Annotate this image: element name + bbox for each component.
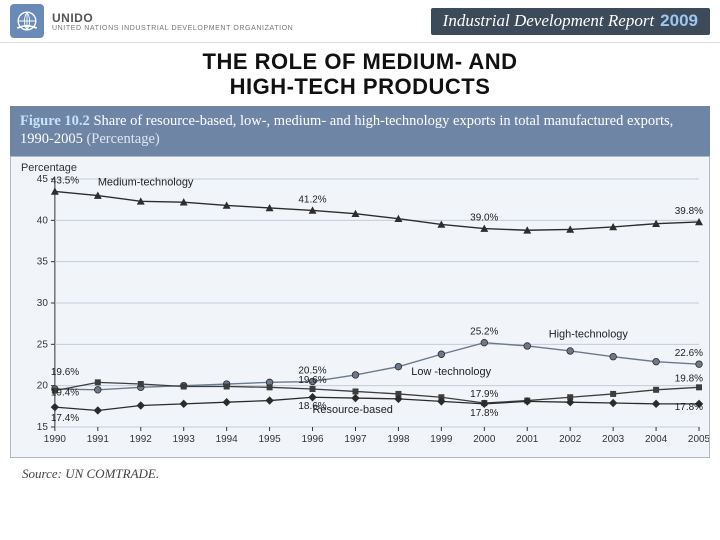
x-tick-label: 1998 bbox=[387, 434, 410, 445]
series-label: High-technology bbox=[549, 329, 629, 341]
logo-subtitle: UNITED NATIONS INDUSTRIAL DEVELOPMENT OR… bbox=[52, 25, 293, 32]
x-tick-label: 2003 bbox=[602, 434, 625, 445]
point-label: 39.0% bbox=[470, 212, 498, 223]
figure-label: Figure 10.2 bbox=[20, 113, 90, 129]
y-tick-label: 20 bbox=[37, 380, 49, 391]
x-tick-label: 1994 bbox=[216, 434, 239, 445]
chart: Percentage 15 20 25 30 35 40 45 1990 1991 1992 1993… bbox=[10, 156, 710, 458]
point-label: 17.8% bbox=[470, 408, 498, 419]
report-title-block: Industrial Development Report 2009 bbox=[431, 8, 710, 35]
x-tick-label: 1990 bbox=[44, 434, 67, 445]
x-tick-label: 1997 bbox=[344, 434, 367, 445]
point-label: 19.6% bbox=[51, 367, 79, 378]
source-label: Source: bbox=[22, 466, 62, 481]
y-tick-label: 40 bbox=[37, 215, 49, 226]
y-tick-label: 45 bbox=[37, 174, 49, 185]
point-label: 25.2% bbox=[470, 327, 498, 338]
point-label: 19.4% bbox=[51, 387, 79, 398]
unido-text: UNIDO UNITED NATIONS INDUSTRIAL DEVELOPM… bbox=[52, 11, 293, 32]
x-tick-label: 2004 bbox=[645, 434, 668, 445]
x-tick-label: 2005 bbox=[688, 434, 709, 445]
x-tick-label: 2002 bbox=[559, 434, 582, 445]
figure-caption: Figure 10.2 Share of resource-based, low… bbox=[10, 106, 710, 156]
source-value: UN COMTRADE. bbox=[65, 466, 159, 481]
x-tick-label: 1991 bbox=[87, 434, 110, 445]
series-line bbox=[55, 343, 699, 390]
report-title: Industrial Development Report bbox=[443, 11, 655, 31]
y-tick-label: 15 bbox=[37, 422, 49, 433]
x-tick-label: 1992 bbox=[130, 434, 153, 445]
point-label: 19.6% bbox=[298, 375, 326, 386]
point-label: 19.8% bbox=[675, 373, 703, 384]
y-tick-label: 30 bbox=[37, 298, 49, 309]
slide-title-line1: THE ROLE OF MEDIUM- AND bbox=[203, 49, 518, 74]
series-label: Low -technology bbox=[411, 366, 491, 378]
x-tick-label: 1993 bbox=[173, 434, 196, 445]
slide-title-line2: HIGH-TECH PRODUCTS bbox=[230, 74, 491, 99]
un-emblem-icon bbox=[10, 4, 44, 38]
figure-source: Source: UN COMTRADE. bbox=[22, 466, 698, 482]
x-tick-label: 1999 bbox=[430, 434, 453, 445]
point-label: 18.6% bbox=[298, 401, 326, 412]
logo-label: UNIDO bbox=[52, 11, 293, 25]
report-year: 2009 bbox=[660, 11, 698, 31]
y-tick-label: 35 bbox=[37, 256, 49, 267]
x-tick-label: 1996 bbox=[301, 434, 324, 445]
point-label: 17.9% bbox=[470, 389, 498, 400]
point-label: 17.8% bbox=[675, 402, 703, 413]
point-label: 17.4% bbox=[51, 413, 79, 424]
y-axis-title: Percentage bbox=[21, 162, 77, 174]
figure-area: Figure 10.2 Share of resource-based, low… bbox=[10, 106, 710, 482]
y-tick-label: 25 bbox=[37, 339, 49, 350]
point-label: 41.2% bbox=[298, 194, 326, 205]
point-label: 22.6% bbox=[675, 348, 703, 359]
x-tick-label: 2001 bbox=[516, 434, 539, 445]
unido-logo: UNIDO UNITED NATIONS INDUSTRIAL DEVELOPM… bbox=[10, 4, 293, 38]
x-tick-label: 1995 bbox=[259, 434, 282, 445]
figure-caption-unit: (Percentage) bbox=[86, 131, 159, 147]
point-label: 43.5% bbox=[51, 175, 79, 186]
header-bar: UNIDO UNITED NATIONS INDUSTRIAL DEVELOPM… bbox=[0, 0, 720, 43]
series-label: Medium-technology bbox=[98, 176, 194, 188]
point-label: 39.8% bbox=[675, 206, 703, 217]
x-tick-label: 2000 bbox=[473, 434, 496, 445]
series-line bbox=[55, 191, 699, 230]
slide-title: THE ROLE OF MEDIUM- AND HIGH-TECH PRODUC… bbox=[0, 49, 720, 100]
